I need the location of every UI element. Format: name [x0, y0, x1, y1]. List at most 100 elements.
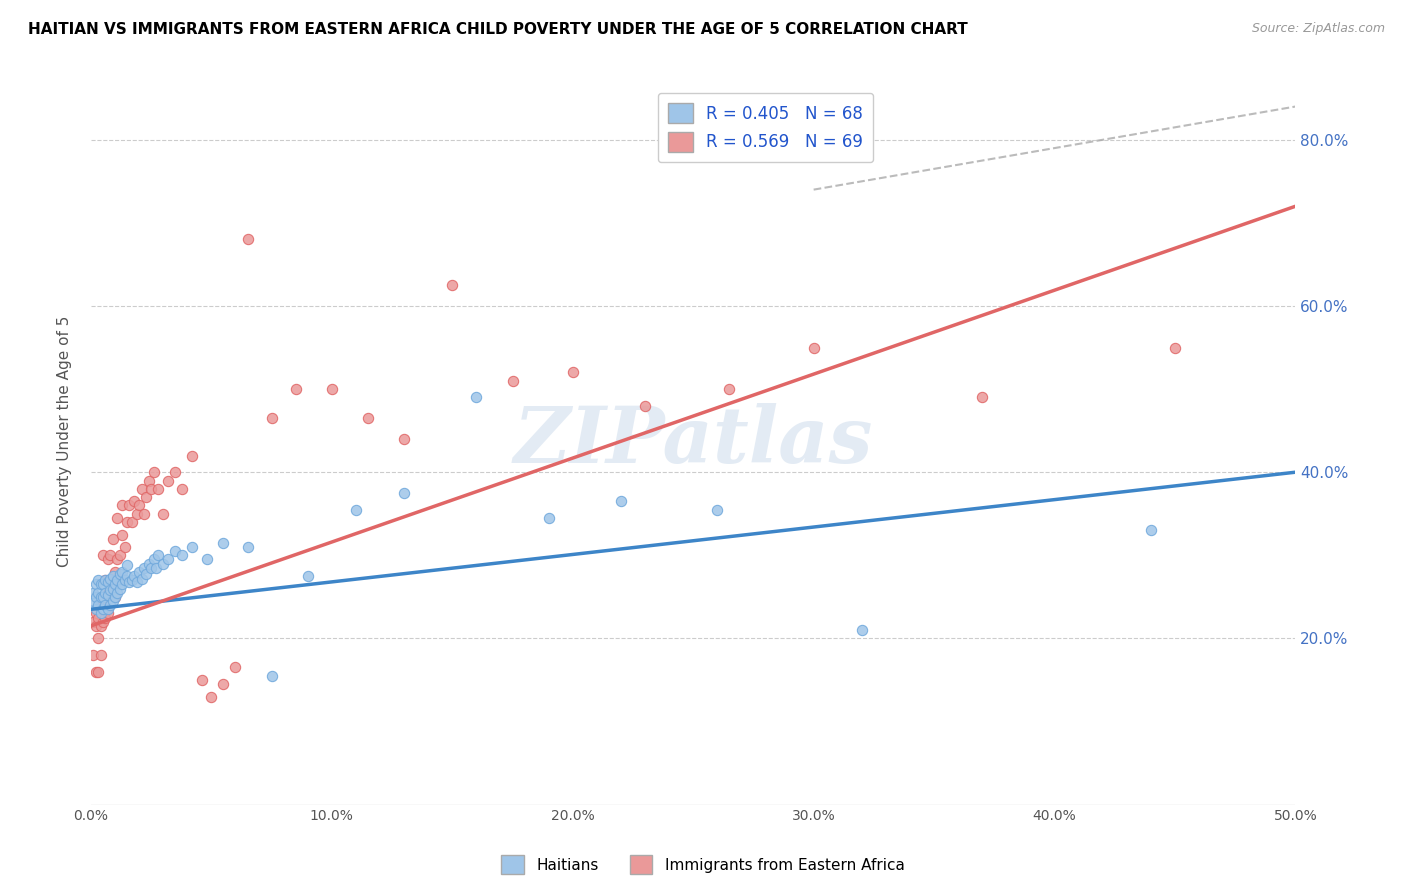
Point — [90, 619, 112, 633]
Point — [101, 582, 124, 596]
Point — [138, 557, 160, 571]
Point — [98, 572, 121, 586]
Point — [94, 585, 117, 599]
Point — [634, 399, 657, 413]
Point — [87, 665, 110, 679]
Point — [561, 366, 583, 380]
Point — [107, 573, 129, 587]
Point — [108, 549, 131, 563]
Point — [157, 552, 180, 566]
Point — [195, 552, 218, 566]
Point — [108, 573, 131, 587]
Point — [111, 577, 134, 591]
Point — [851, 623, 873, 637]
Point — [181, 540, 204, 554]
Point — [87, 585, 110, 599]
Point — [97, 585, 120, 599]
Point — [87, 573, 110, 587]
Point — [172, 549, 194, 563]
Point — [135, 490, 157, 504]
Point — [142, 465, 165, 479]
Text: Source: ZipAtlas.com: Source: ZipAtlas.com — [1251, 22, 1385, 36]
Point — [124, 494, 146, 508]
Point — [718, 382, 741, 396]
Point — [1140, 524, 1163, 538]
Point — [111, 499, 134, 513]
Point — [94, 573, 117, 587]
Point — [98, 583, 121, 598]
Point — [90, 607, 112, 621]
Point — [165, 465, 187, 479]
Point — [236, 232, 259, 246]
Point — [98, 598, 121, 612]
Point — [118, 499, 141, 513]
Point — [212, 677, 235, 691]
Point — [131, 482, 153, 496]
Point — [108, 582, 131, 596]
Point — [260, 669, 283, 683]
Point — [94, 610, 117, 624]
Point — [212, 536, 235, 550]
Point — [84, 665, 107, 679]
Text: HAITIAN VS IMMIGRANTS FROM EASTERN AFRICA CHILD POVERTY UNDER THE AGE OF 5 CORRE: HAITIAN VS IMMIGRANTS FROM EASTERN AFRIC… — [28, 22, 967, 37]
Point — [114, 540, 136, 554]
Point — [145, 561, 167, 575]
Point — [97, 607, 120, 621]
Point — [152, 557, 174, 571]
Point — [121, 515, 143, 529]
Point — [165, 544, 187, 558]
Point — [101, 532, 124, 546]
Point — [706, 502, 728, 516]
Point — [972, 391, 994, 405]
Point — [236, 540, 259, 554]
Point — [108, 566, 131, 581]
Point — [98, 549, 121, 563]
Point — [90, 648, 112, 662]
Point — [91, 602, 114, 616]
Point — [111, 527, 134, 541]
Point — [172, 482, 194, 496]
Text: ZIPatlas: ZIPatlas — [513, 403, 873, 479]
Point — [135, 566, 157, 581]
Point — [148, 482, 170, 496]
Point — [94, 573, 117, 587]
Point — [610, 494, 633, 508]
Point — [84, 619, 107, 633]
Point — [97, 588, 120, 602]
Point — [125, 574, 148, 589]
Point — [132, 561, 155, 575]
Point — [104, 577, 127, 591]
Point — [115, 558, 138, 573]
Point — [537, 511, 560, 525]
Point — [97, 574, 120, 589]
Y-axis label: Child Poverty Under the Age of 5: Child Poverty Under the Age of 5 — [58, 316, 72, 566]
Point — [87, 610, 110, 624]
Point — [142, 552, 165, 566]
Point — [125, 507, 148, 521]
Point — [97, 602, 120, 616]
Point — [97, 552, 120, 566]
Point — [94, 598, 117, 612]
Point — [104, 590, 127, 604]
Point — [82, 648, 104, 662]
Point — [465, 391, 488, 405]
Point — [132, 507, 155, 521]
Point — [82, 615, 104, 629]
Point — [115, 569, 138, 583]
Point — [441, 278, 464, 293]
Point — [138, 474, 160, 488]
Point — [91, 594, 114, 608]
Point — [131, 572, 153, 586]
Point — [121, 573, 143, 587]
Point — [190, 673, 212, 687]
Point — [1164, 341, 1187, 355]
Point — [181, 449, 204, 463]
Point — [297, 569, 319, 583]
Point — [98, 573, 121, 587]
Point — [111, 565, 134, 579]
Point — [104, 590, 127, 604]
Point — [152, 507, 174, 521]
Point — [107, 511, 129, 525]
Point — [114, 573, 136, 587]
Legend: R = 0.405   N = 68, R = 0.569   N = 69: R = 0.405 N = 68, R = 0.569 N = 69 — [658, 93, 873, 162]
